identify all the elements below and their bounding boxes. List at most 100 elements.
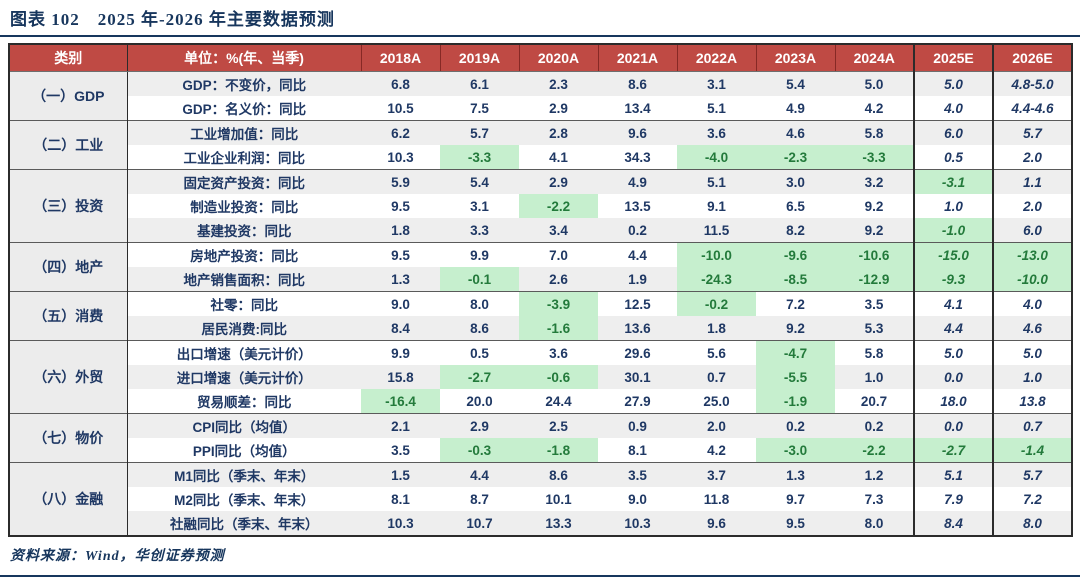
value-cell: 5.0 (913, 340, 993, 365)
table-row: （五）消费 社零：同比 9.0 8.0 -3.9 12.5 -0.2 7.2 3.5 4.1 4.0 (9, 291, 1072, 341)
value-cell: 10.7 (440, 511, 519, 536)
value-cell: 1.9 (598, 267, 677, 292)
value-cell: 2.0 (992, 194, 1072, 218)
value-cell: -3.3 (835, 145, 914, 170)
table-row: 制造业投资：同比 9.5 3.1 -2.2 13.5 9.1 6.5 9.2 1.0 2.0 (9, 194, 1072, 218)
value-cell: -15.0 (913, 242, 993, 267)
value-cell: 1.3 (756, 462, 835, 487)
value-cell: 4.0 (992, 291, 1072, 316)
table-row: 基建投资：同比 1.8 3.3 3.4 0.2 11.5 8.2 9.2 -1.0 6.0 (9, 218, 1072, 243)
value-cell: 8.0 (835, 511, 914, 536)
value-cell: 1.3 (361, 267, 440, 292)
value-cell: 8.0 (992, 511, 1072, 536)
value-cell: -0.2 (677, 291, 756, 316)
value-cell: 9.6 (677, 511, 756, 536)
value-cell: 5.7 (992, 462, 1072, 487)
value-cell: 20.7 (835, 389, 914, 414)
value-cell: -1.8 (519, 438, 598, 463)
value-cell: 8.6 (440, 316, 519, 341)
indicator-label: 地产销售面积：同比 (127, 267, 361, 292)
source-note: 资料来源：Wind，华创证券预测 (10, 549, 225, 564)
indicator-label: M1同比（季末、年末） (127, 462, 361, 487)
value-cell: 1.8 (361, 218, 440, 243)
value-cell: 6.1 (440, 71, 519, 96)
indicator-label: M2同比（季末、年末） (127, 487, 361, 511)
value-cell: 10.5 (361, 96, 440, 121)
value-cell: 27.9 (598, 389, 677, 414)
value-cell: 5.0 (835, 71, 914, 96)
value-cell: -2.2 (519, 194, 598, 218)
column-header: 2025E (913, 44, 993, 72)
value-cell: 30.1 (598, 365, 677, 389)
indicator-label: 基建投资：同比 (127, 218, 361, 243)
value-cell: 0.0 (913, 365, 993, 389)
value-cell: 2.9 (519, 96, 598, 121)
value-cell: 13.8 (992, 389, 1072, 414)
table-row: （四）地产 房地产投资：同比 9.5 9.9 7.0 4.4 -10.0 -9.6 -10.6-… (9, 242, 1072, 292)
value-cell: 1.1 (992, 169, 1072, 194)
column-header: 2019A (439, 44, 519, 72)
table-row: （六）外贸 出口增速（美元计价） 9.9 0.5 3.6 29.6 5.6 -4.7 5.8 5.… (9, 340, 1072, 414)
value-cell: -13.0 (992, 242, 1072, 267)
value-cell: 4.9 (598, 169, 677, 194)
column-header: 2026E (992, 44, 1072, 72)
category-cell: （五）消费 (9, 291, 128, 341)
category-cell: （七）物价 (9, 413, 128, 463)
table-row: （八）金融 M1同比（季末、年末） 1.5 4.4 8.6 3.5 3.7 1.3 1.2 5.1… (9, 462, 1072, 536)
value-cell: 0.5 (440, 340, 519, 365)
table-body: （一）GDP GDP：不变价，同比 6.8 6.1 2.3 8.6 3.1 5.4 5.0 5.0… (9, 71, 1072, 536)
value-cell: -1.6 (519, 316, 598, 341)
value-cell: 13.4 (598, 96, 677, 121)
value-cell: 2.9 (519, 169, 598, 194)
forecast-table-container: 类别 单位：%(年、当季) 2018A 2019A 2020A 2021A 2022A 202… (8, 43, 1073, 537)
value-cell: -3.1 (913, 169, 993, 194)
value-cell: 7.2 (992, 487, 1072, 511)
column-header: 2024A (834, 44, 914, 72)
indicator-label: GDP：名义价：同比 (127, 96, 361, 121)
value-cell: 0.7 (992, 413, 1072, 438)
indicator-label: CPI同比（均值） (127, 413, 361, 438)
table-row: GDP：名义价：同比 10.5 7.5 2.9 13.4 5.1 4.9 4.2 4.0 4.4-… (9, 96, 1072, 121)
category-cell: （二）工业 (9, 120, 128, 170)
value-cell: 3.3 (440, 218, 519, 243)
value-cell: 1.8 (677, 316, 756, 341)
value-cell: -2.7 (440, 365, 519, 389)
table-row: 贸易顺差：同比 -16.4 20.0 24.4 27.9 25.0 -1.9 20.7 18.0… (9, 389, 1072, 414)
value-cell: -2.3 (756, 145, 835, 170)
value-cell: 4.6 (756, 120, 835, 145)
category-cell: （三）投资 (9, 169, 128, 243)
value-cell: 5.7 (440, 120, 519, 145)
value-cell: 1.0 (992, 365, 1072, 389)
value-cell: 4.0 (913, 96, 993, 121)
value-cell: 4.9 (756, 96, 835, 121)
value-cell: 4.1 (913, 291, 993, 316)
value-cell: -10.0 (992, 267, 1072, 292)
value-cell: -1.4 (992, 438, 1072, 463)
value-cell: 3.4 (519, 218, 598, 243)
table-row: （七）物价 CPI同比（均值） 2.1 2.9 2.5 0.9 2.0 0.2 0.2 0.0 0.… (9, 413, 1072, 463)
indicator-label: 居民消费:同比 (127, 316, 361, 341)
column-header: 2023A (755, 44, 835, 72)
value-cell: -1.9 (756, 389, 835, 414)
value-cell: 0.2 (756, 413, 835, 438)
table-row: 工业企业利润：同比 10.3 -3.3 4.1 34.3 -4.0 -2.3 -3.3 0.5 2… (9, 145, 1072, 170)
indicator-label: GDP：不变价，同比 (127, 71, 361, 96)
header-row: 类别 单位：%(年、当季) 2018A 2019A 2020A 2021A 2022A 202… (9, 44, 1072, 72)
table-row: （一）GDP GDP：不变价，同比 6.8 6.1 2.3 8.6 3.1 5.4 5.0 5.0… (9, 71, 1072, 121)
value-cell: 24.4 (519, 389, 598, 414)
value-cell: 1.0 (835, 365, 914, 389)
value-cell: 9.2 (835, 218, 914, 243)
value-cell: 4.6 (992, 316, 1072, 341)
column-header: 单位：%(年、当季) (126, 44, 361, 72)
value-cell: 6.0 (992, 218, 1072, 243)
value-cell: -10.6 (835, 242, 914, 267)
category-cell: （四）地产 (9, 242, 128, 292)
table-row: （二）工业 工业增加值：同比 6.2 5.7 2.8 9.6 3.6 4.6 5.8 6.0 5.7 (9, 120, 1072, 170)
value-cell: 7.9 (913, 487, 993, 511)
table-row: PPI同比（均值） 3.5 -0.3 -1.8 8.1 4.2 -3.0 -2.2 -2.7 -1… (9, 438, 1072, 463)
indicator-label: 出口增速（美元计价） (127, 340, 361, 365)
value-cell: 9.5 (756, 511, 835, 536)
value-cell: 11.8 (677, 487, 756, 511)
value-cell: 2.5 (519, 413, 598, 438)
table-row: 进口增速（美元计价） 15.8 -2.7 -0.6 30.1 0.7 -5.5 1.0 0.0 1… (9, 365, 1072, 389)
